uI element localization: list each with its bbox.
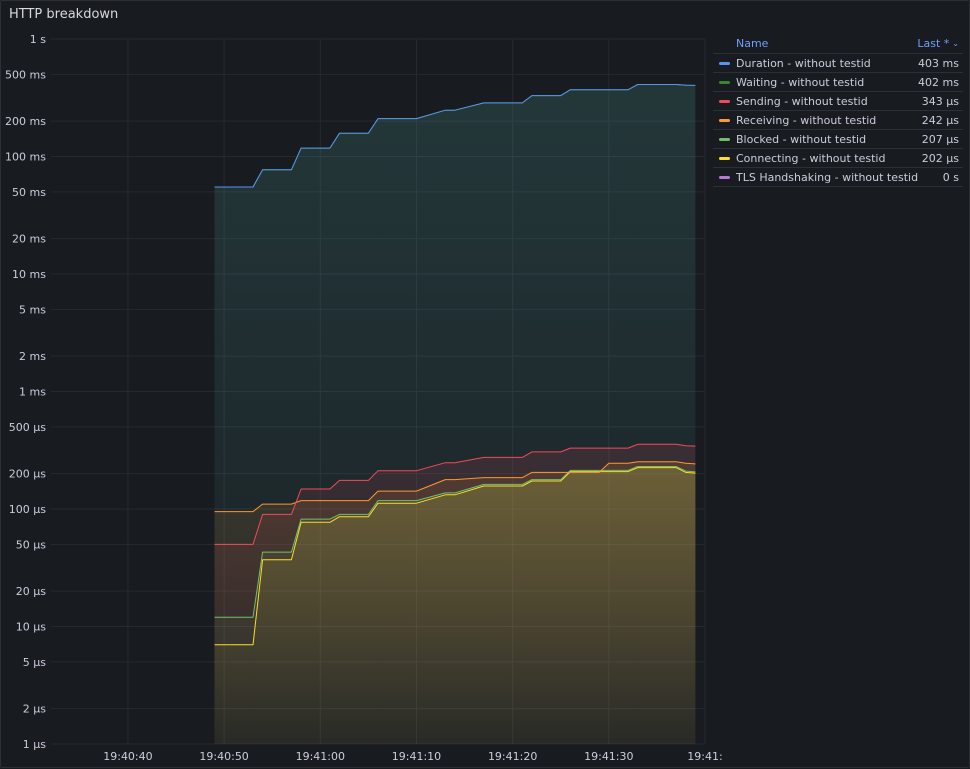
legend-item[interactable]: Connecting - without testid 202 µs: [713, 149, 963, 168]
legend-item-name: Connecting - without testid: [736, 151, 886, 165]
legend-item-name: Duration - without testid: [736, 56, 871, 70]
legend-item[interactable]: TLS Handshaking - without testid 0 s: [713, 168, 963, 187]
y-tick-label: 50 µs: [16, 538, 46, 551]
x-tick-label: 19:40:40: [103, 750, 152, 763]
y-axis: 1 s 500 ms 200 ms 100 ms 50 ms 20 ms 10 ms 5 ms…: [5, 33, 46, 751]
y-tick-label: 200 µs: [9, 468, 46, 481]
legend-item-name: TLS Handshaking - without testid: [736, 170, 919, 184]
legend-last-header[interactable]: Last * ⌄: [917, 37, 959, 50]
y-tick-label: 5 ms: [19, 303, 46, 316]
series-line: [214, 466, 696, 618]
series-color-swatch: [719, 118, 730, 122]
series-line: [214, 84, 696, 188]
legend-header: Name Last * ⌄: [713, 34, 963, 54]
legend-item-last-value: 242 µs: [921, 113, 959, 127]
x-axis: 19:40:40 19:40:50 19:41:00 19:41:10 19:41:20…: [103, 750, 722, 763]
legend-item-last-value: 403 ms: [918, 56, 959, 70]
series-fills: [214, 84, 696, 744]
series-line: [214, 467, 696, 646]
series-color-swatch: [719, 99, 730, 103]
legend-name-header[interactable]: Name: [736, 37, 769, 50]
legend-item-last-value: 207 µs: [921, 132, 959, 146]
series-color-swatch: [719, 137, 730, 141]
legend-item-name: Blocked - without testid: [736, 132, 867, 146]
legend-item[interactable]: Sending - without testid 343 µs: [713, 92, 963, 111]
x-tick-label: 19:41:30: [584, 750, 633, 763]
x-tick-label: 19:40:50: [199, 750, 248, 763]
y-tick-label: 200 ms: [5, 115, 46, 128]
legend-item-name: Sending - without testid: [736, 94, 868, 108]
legend-item-last-value: 402 ms: [918, 75, 959, 89]
x-tick-label: 19:41:: [687, 750, 722, 763]
panel-title: HTTP breakdown: [9, 7, 119, 22]
y-tick-label: 1 µs: [23, 738, 46, 751]
legend-item[interactable]: Waiting - without testid 402 ms: [713, 73, 963, 92]
x-tick-label: 19:41:10: [392, 750, 441, 763]
y-tick-label: 1 s: [30, 33, 46, 46]
y-tick-label: 500 µs: [9, 421, 46, 434]
series-color-swatch: [719, 61, 730, 65]
legend-rows: Duration - without testid 403 ms Waiting -…: [713, 54, 963, 187]
legend-table: Name Last * ⌄ Duration - without testid 4…: [713, 34, 963, 187]
x-tick-label: 19:41:20: [488, 750, 537, 763]
y-tick-label: 50 ms: [12, 186, 46, 199]
y-tick-label: 100 µs: [9, 503, 46, 516]
chevron-down-icon: ⌄: [952, 39, 959, 48]
series-color-swatch: [719, 156, 730, 160]
legend-item-name: Receiving - without testid: [736, 113, 877, 127]
legend-item[interactable]: Blocked - without testid 207 µs: [713, 130, 963, 149]
y-tick-label: 2 µs: [23, 703, 46, 716]
y-tick-label: 10 ms: [12, 268, 46, 281]
series-lines: [214, 84, 696, 646]
series-color-swatch: [719, 175, 730, 179]
legend-item-last-value: 343 µs: [921, 94, 959, 108]
series-color-swatch: [719, 80, 730, 84]
series-line: [214, 461, 696, 513]
legend-item[interactable]: Receiving - without testid 242 µs: [713, 111, 963, 130]
legend-item[interactable]: Duration - without testid 403 ms: [713, 54, 963, 73]
y-tick-label: 100 ms: [5, 151, 46, 164]
y-tick-label: 20 ms: [12, 233, 46, 246]
legend-item-name: Waiting - without testid: [736, 75, 865, 89]
legend-item-last-value: 202 µs: [921, 151, 959, 165]
series-area-fill: [214, 467, 696, 744]
y-tick-label: 10 µs: [16, 621, 46, 634]
y-tick-label: 1 ms: [19, 386, 46, 399]
y-tick-label: 500 ms: [5, 68, 46, 81]
y-tick-label: 5 µs: [23, 656, 46, 669]
legend-item-last-value: 0 s: [942, 170, 959, 184]
series-line: [214, 443, 696, 545]
legend-last-label: Last *: [917, 37, 950, 50]
x-tick-label: 19:41:00: [296, 750, 345, 763]
y-tick-label: 2 ms: [19, 350, 46, 363]
y-tick-label: 20 µs: [16, 585, 46, 598]
